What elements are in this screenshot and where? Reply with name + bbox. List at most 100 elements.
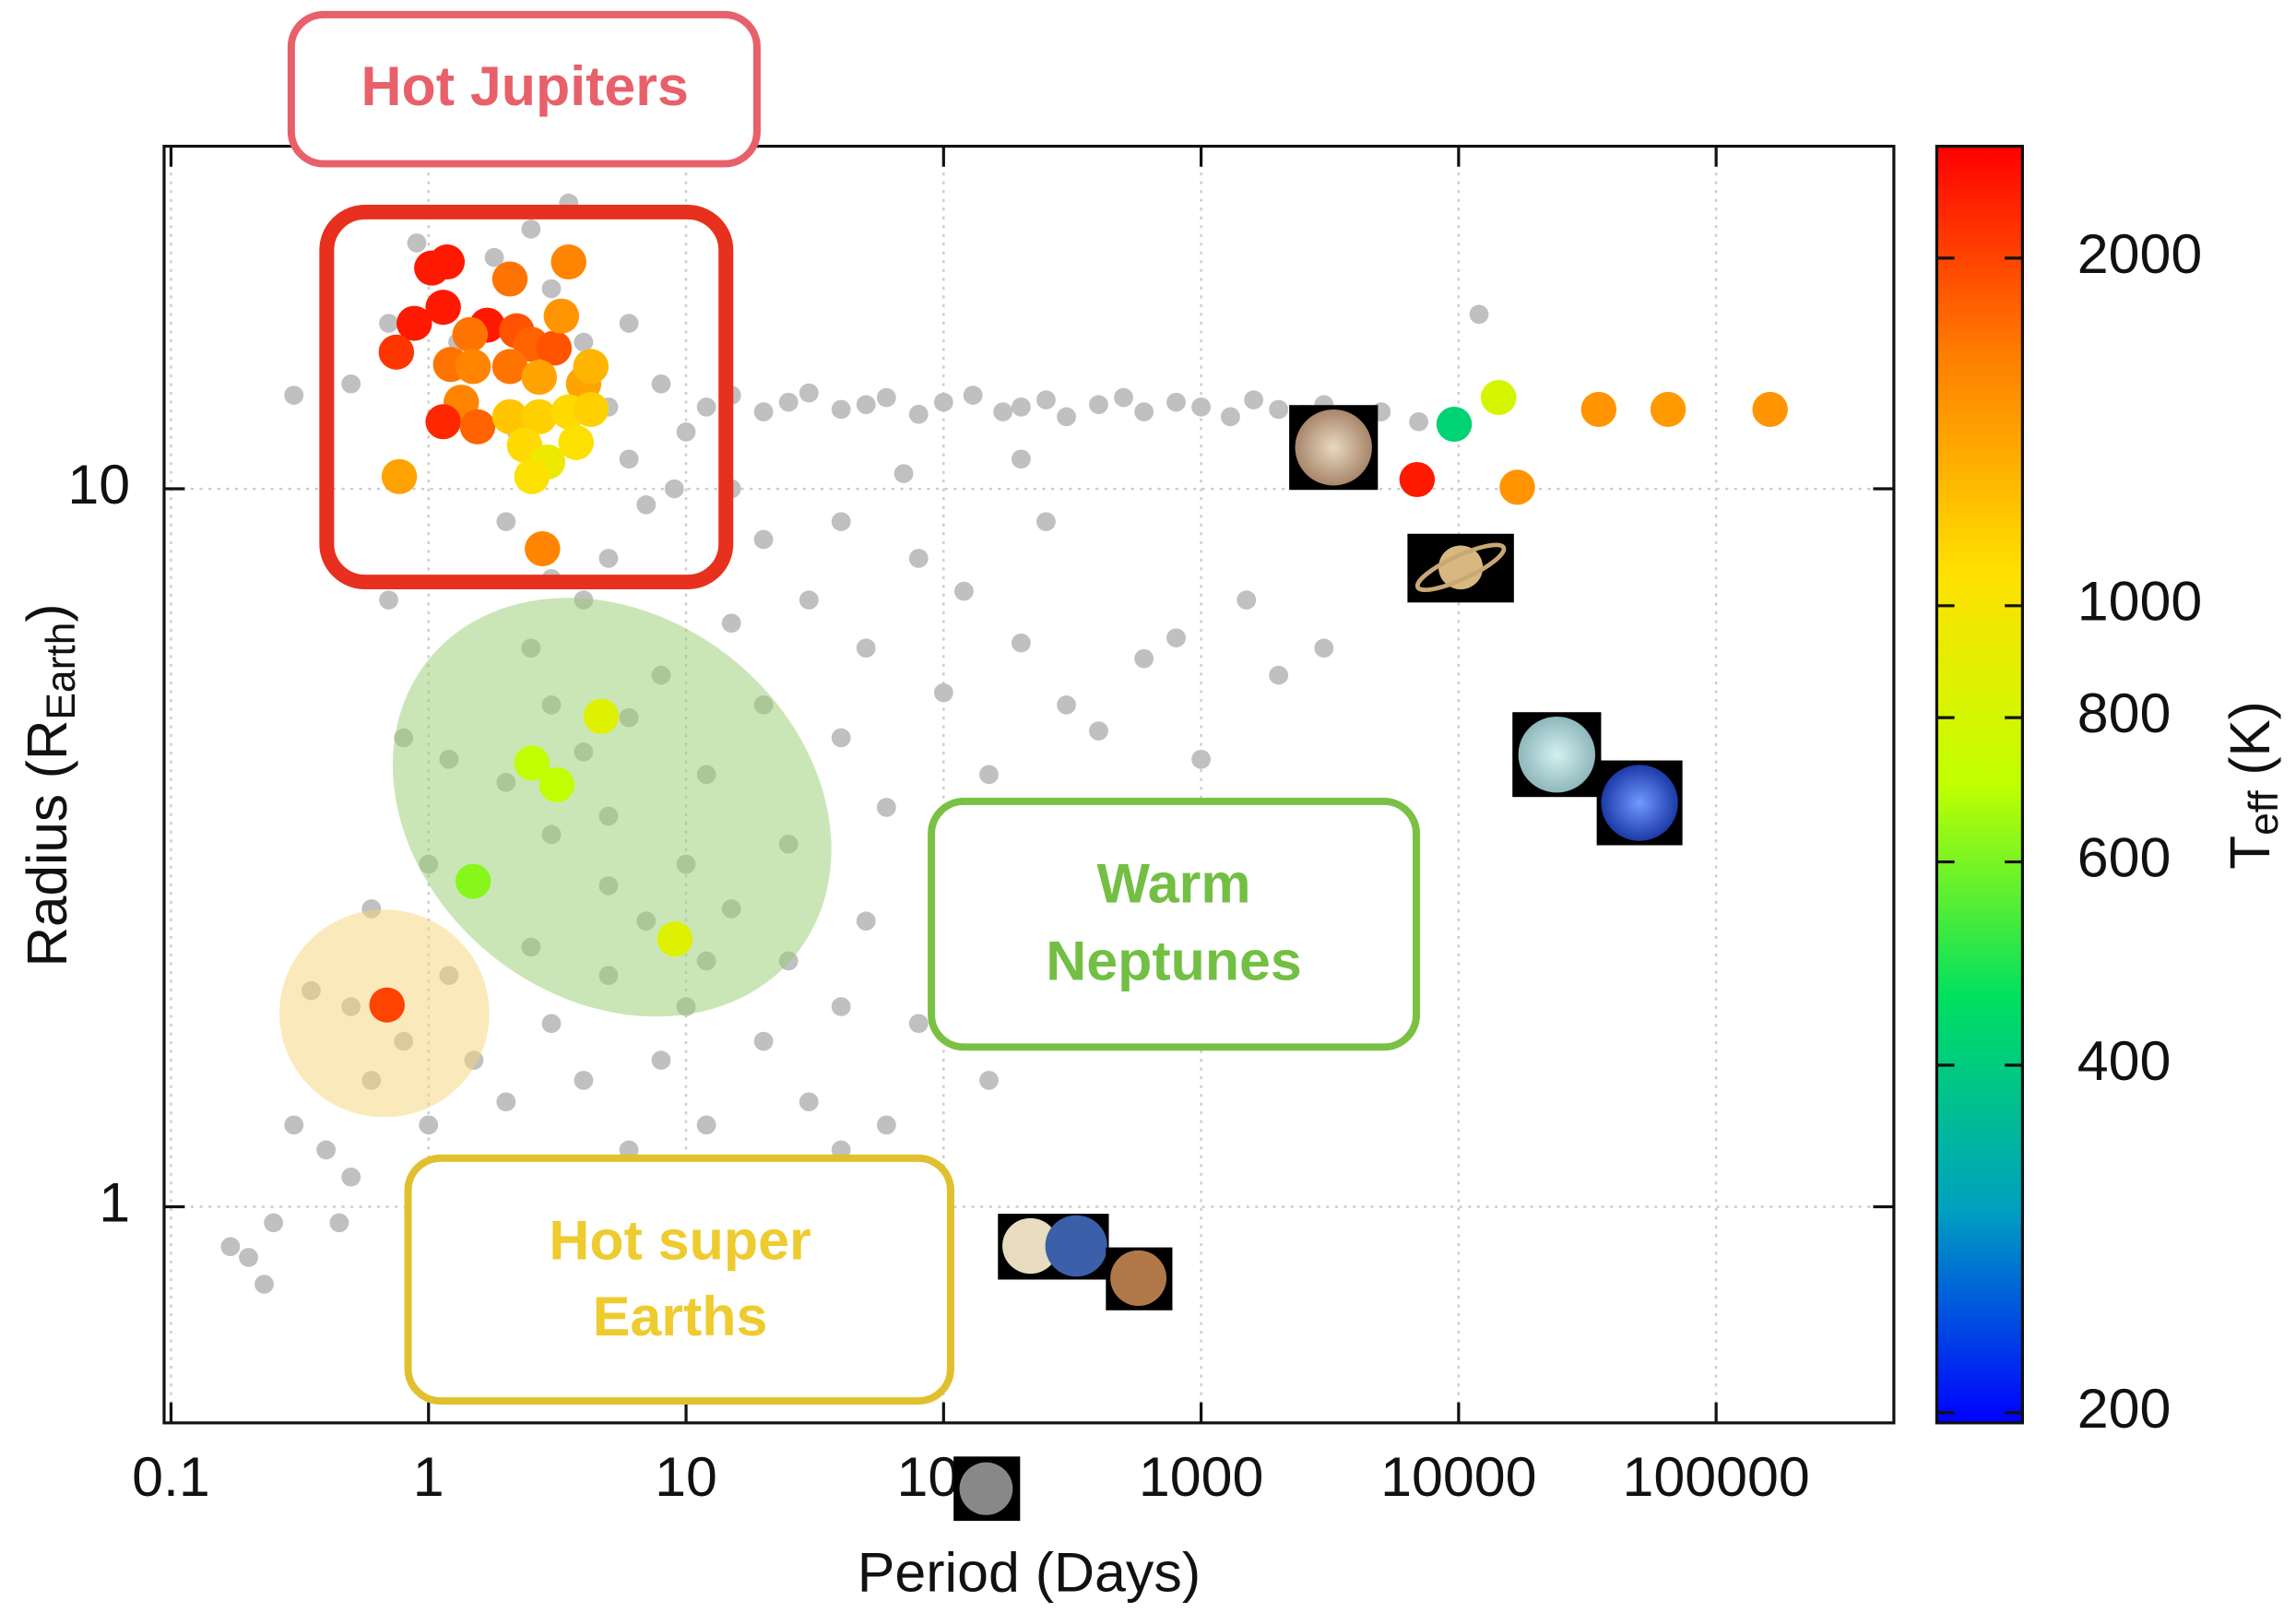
background-point xyxy=(721,613,741,633)
background-point xyxy=(908,404,929,424)
background-point xyxy=(894,464,914,483)
background-point xyxy=(799,383,819,403)
background-point xyxy=(284,385,304,405)
background-point xyxy=(496,1092,516,1112)
background-point xyxy=(484,247,504,267)
background-point xyxy=(933,682,953,703)
background-point xyxy=(856,638,876,658)
venus xyxy=(1002,1217,1059,1275)
background-point xyxy=(341,374,361,394)
background-point xyxy=(1314,638,1334,658)
background-point xyxy=(284,1115,304,1135)
plot-frame xyxy=(162,144,1896,1425)
planet-point xyxy=(452,316,489,352)
background-point xyxy=(831,997,851,1016)
background-point xyxy=(876,798,896,817)
x-tick-label: 1000 xyxy=(1139,1446,1264,1509)
planet-point xyxy=(459,409,496,445)
planet-point xyxy=(657,921,693,957)
colorbar-label: Teff (K) xyxy=(2219,701,2287,869)
y-tick-label: 1 xyxy=(99,1171,130,1234)
x-tick-label: 0.1 xyxy=(132,1446,210,1509)
warm-neptunes-label: Neptunes xyxy=(1046,930,1302,992)
background-point xyxy=(541,279,562,299)
background-point xyxy=(651,374,671,394)
planet-point xyxy=(521,360,558,396)
background-point xyxy=(1269,665,1289,685)
colorbar-tick-label: 800 xyxy=(2077,682,2172,744)
background-point xyxy=(1166,392,1186,412)
background-point xyxy=(856,911,876,931)
highlighted-planets xyxy=(369,243,1788,1023)
planet-point xyxy=(491,349,528,385)
planet-point xyxy=(1752,391,1788,427)
colorbar-tick-label: 1000 xyxy=(2077,570,2203,633)
colorbar-axis: 200 400 600 800 1000 2000 xyxy=(1936,222,2202,1440)
planet-point xyxy=(429,243,466,280)
background-point xyxy=(651,1050,671,1070)
planet-point xyxy=(455,349,491,385)
background-point xyxy=(993,402,1013,421)
colorbar-label-sub: eff xyxy=(2242,790,2287,836)
colorbar-label-end: (K) xyxy=(2219,701,2281,790)
x-tick-label: 1 xyxy=(413,1446,444,1509)
background-point xyxy=(1036,512,1056,531)
hot-jupiters-label-box xyxy=(287,10,761,168)
planet-point xyxy=(1436,406,1473,443)
planet-point xyxy=(521,398,558,434)
y-axis-label-sub: Earth xyxy=(39,623,84,720)
hot-super-earths-label: Earths xyxy=(593,1285,768,1347)
background-point xyxy=(1237,590,1257,610)
warm-neptune-region xyxy=(392,598,832,1017)
background-point xyxy=(598,549,619,568)
warm-neptunes-label-box xyxy=(928,797,1421,1051)
hot-jupiters-label: Hot Jupiters xyxy=(361,55,689,118)
colorbar-tick-label: 200 xyxy=(2077,1377,2172,1440)
y-axis-label-end: ) xyxy=(16,604,78,623)
background-point xyxy=(379,314,398,333)
background-point xyxy=(220,1237,241,1257)
planet-point xyxy=(583,698,620,734)
background-point xyxy=(908,1014,929,1034)
background-point xyxy=(264,1213,284,1233)
background-point xyxy=(831,399,851,420)
planet-point xyxy=(369,987,405,1023)
background-point xyxy=(1134,648,1154,669)
background-point xyxy=(753,402,774,421)
background-point xyxy=(1134,402,1154,421)
background-point xyxy=(239,1248,258,1267)
background-point xyxy=(316,1140,337,1160)
background-point xyxy=(1244,390,1264,409)
background-point xyxy=(933,392,953,412)
solar-system-icons xyxy=(953,405,1683,1522)
saturn xyxy=(1438,545,1484,590)
background-point xyxy=(341,1167,361,1187)
planet-point xyxy=(536,330,573,366)
earth xyxy=(1045,1215,1107,1277)
background-point xyxy=(521,219,541,239)
background-point xyxy=(1469,304,1489,325)
background-point xyxy=(856,395,876,415)
planet-point xyxy=(1580,391,1617,427)
background-point xyxy=(778,392,799,412)
background-point xyxy=(1057,695,1076,715)
background-point xyxy=(664,479,684,499)
x-tick-label: 10 xyxy=(655,1446,717,1509)
planet-point xyxy=(1650,391,1686,427)
background-point xyxy=(379,590,398,610)
hot-super-earths-label: Hot super xyxy=(549,1209,811,1272)
planet-point xyxy=(455,863,491,899)
hot-super-earths-label-box xyxy=(404,1154,954,1405)
planet-point xyxy=(514,745,550,781)
background-point xyxy=(1011,397,1031,417)
jupiter xyxy=(1295,409,1372,486)
neptune xyxy=(1601,765,1678,841)
background-point xyxy=(979,1071,999,1090)
background-point xyxy=(696,397,716,417)
background-point xyxy=(963,385,983,405)
mercury xyxy=(959,1462,1013,1515)
planet-point xyxy=(491,261,528,297)
